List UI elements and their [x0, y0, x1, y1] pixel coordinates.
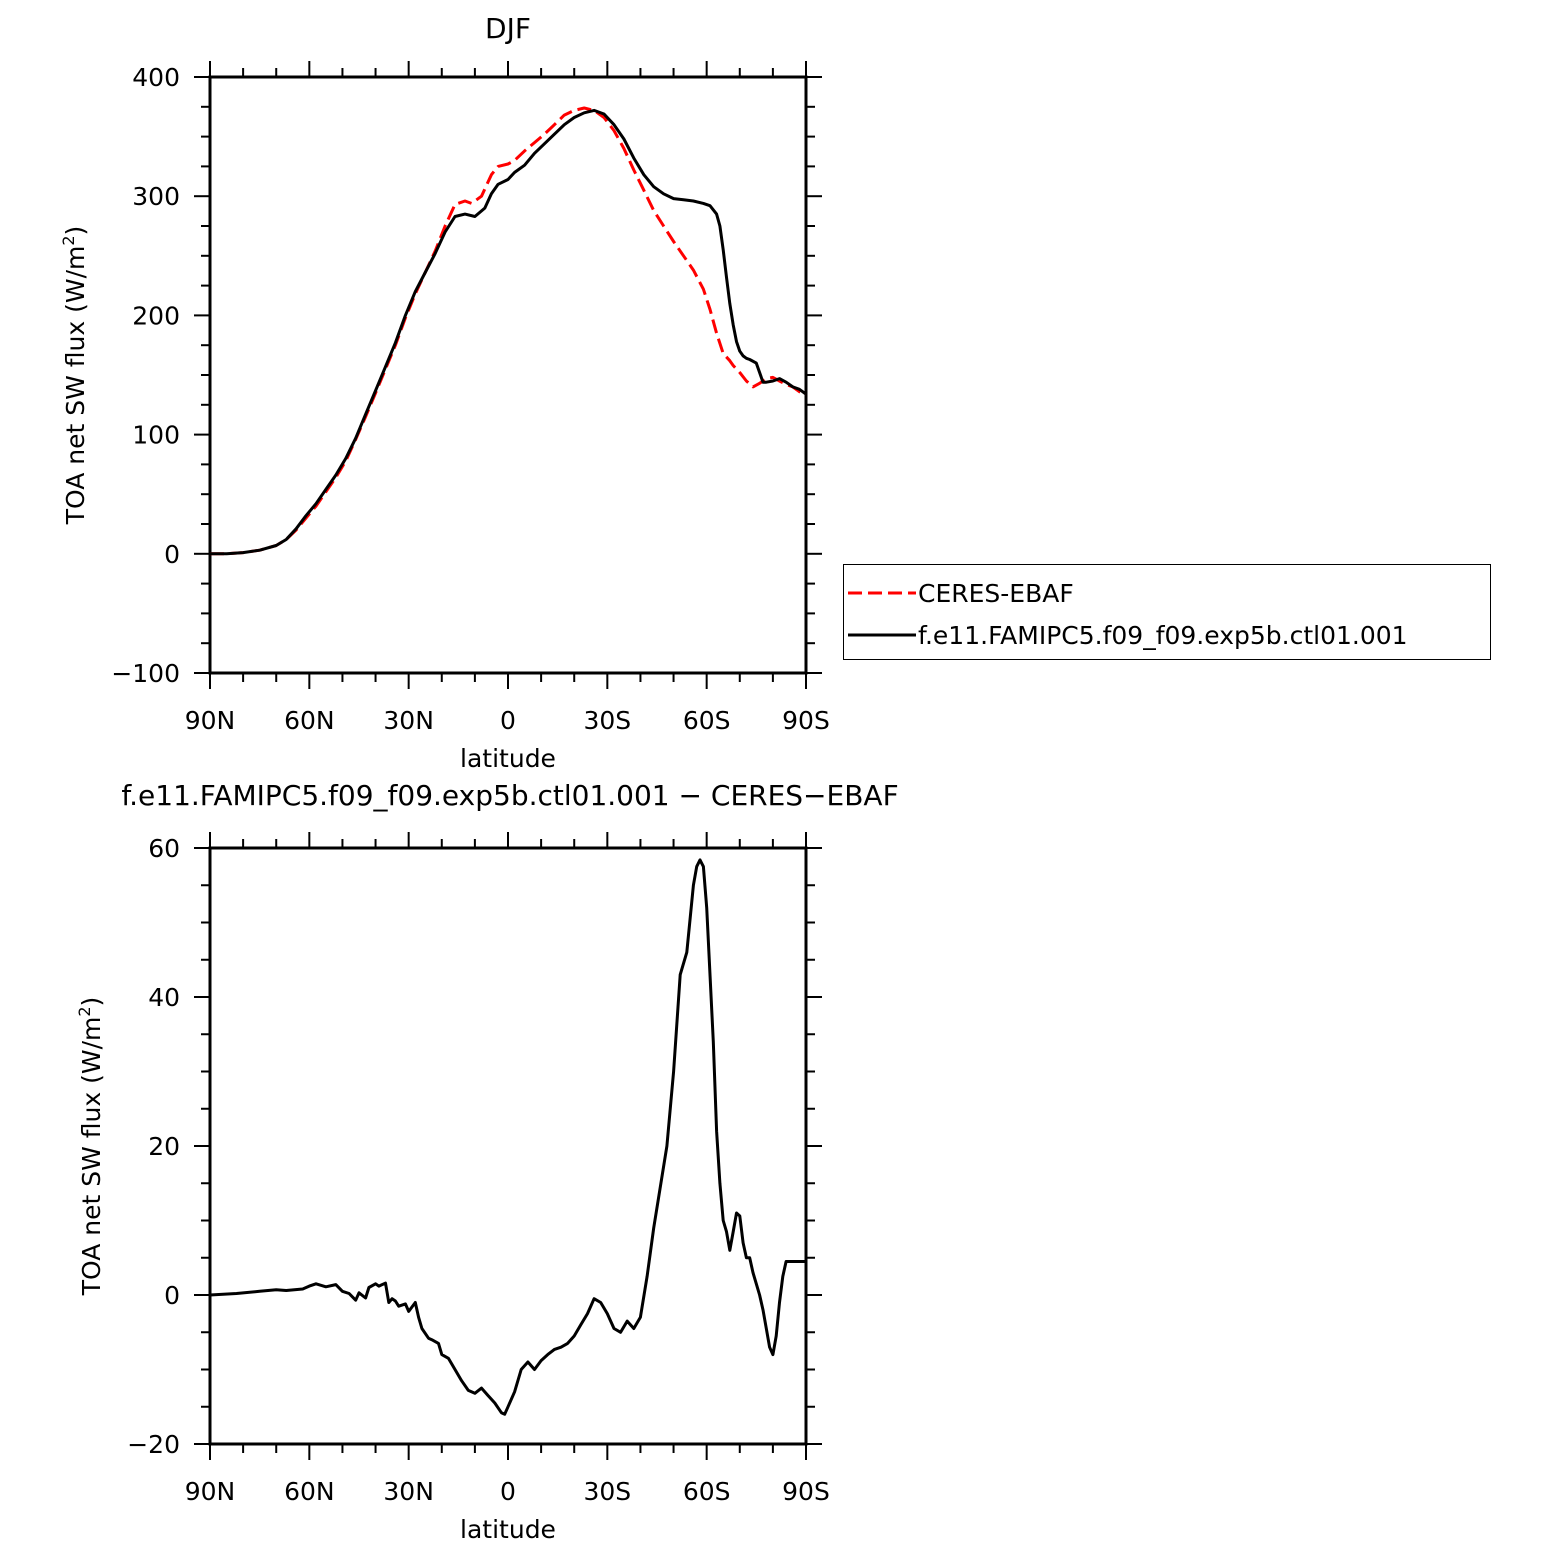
plot-frame — [208, 75, 808, 675]
x-tick-label: 30N — [383, 706, 434, 735]
y-tick-label: 200 — [132, 301, 180, 330]
legend-label-ceres-ebaf: CERES-EBAF — [918, 578, 1074, 608]
y-tick-label: −100 — [111, 659, 180, 688]
x-tick-label: 30S — [583, 1477, 631, 1506]
x-tick-label: 30S — [583, 706, 631, 735]
series-line-difference — [209, 858, 806, 1416]
y-axis-label: TOA net SW flux (W/m2) — [75, 997, 106, 1297]
chart-title: DJF — [485, 12, 531, 45]
legend-item-ceres-ebaf: CERES-EBAF — [848, 573, 1074, 613]
y-tick-label: 60 — [148, 834, 180, 863]
y-tick-label: 40 — [148, 983, 180, 1012]
bottom-panel: f.e11.FAMIPC5.f09_f09.exp5b.ctl01.001 − … — [75, 779, 899, 1544]
x-tick-label: 0 — [500, 706, 516, 735]
legend: CERES-EBAF f.e11.FAMIPC5.f09_f09.exp5b.c… — [843, 564, 1491, 660]
x-tick-label: 90S — [782, 1477, 830, 1506]
legend-swatch-dashed-red — [848, 591, 916, 595]
y-axis-label: TOA net SW flux (W/m2) — [59, 226, 90, 526]
x-tick-label: 90N — [185, 1477, 236, 1506]
x-tick-label: 90N — [185, 706, 236, 735]
x-tick-label: 90S — [782, 706, 830, 735]
chart-title: f.e11.FAMIPC5.f09_f09.exp5b.ctl01.001 − … — [121, 779, 898, 812]
y-tick-label: 100 — [132, 421, 180, 450]
series-line-f-e11-famipc5-f09-f09-exp5b-ctl01-001 — [210, 108, 807, 556]
x-tick-label: 60N — [284, 706, 335, 735]
y-tick-label: 300 — [132, 182, 180, 211]
x-tick-label: 60N — [284, 1477, 335, 1506]
y-tick-label: 400 — [132, 63, 180, 92]
legend-swatch-solid-black — [848, 633, 916, 637]
y-tick-label: −20 — [127, 1430, 180, 1459]
legend-item-model: f.e11.FAMIPC5.f09_f09.exp5b.ctl01.001 — [848, 615, 1408, 655]
top-panel: DJF 90N 60N 30N 0 30S 60S 90S −100 0 100 200 300 400 l… — [59, 12, 830, 773]
x-tick-label: 60S — [683, 706, 731, 735]
x-axis-label: latitude — [460, 744, 556, 773]
y-tick-label: 20 — [148, 1132, 180, 1161]
legend-label-model: f.e11.FAMIPC5.f09_f09.exp5b.ctl01.001 — [918, 620, 1408, 650]
x-tick-label: 30N — [383, 1477, 434, 1506]
y-tick-label: 0 — [164, 1281, 180, 1310]
y-tick-label: 0 — [164, 540, 180, 569]
series-line-ceres-ebaf — [210, 106, 807, 556]
x-axis-label: latitude — [460, 1515, 556, 1544]
x-tick-label: 60S — [683, 1477, 731, 1506]
x-tick-label: 0 — [500, 1477, 516, 1506]
